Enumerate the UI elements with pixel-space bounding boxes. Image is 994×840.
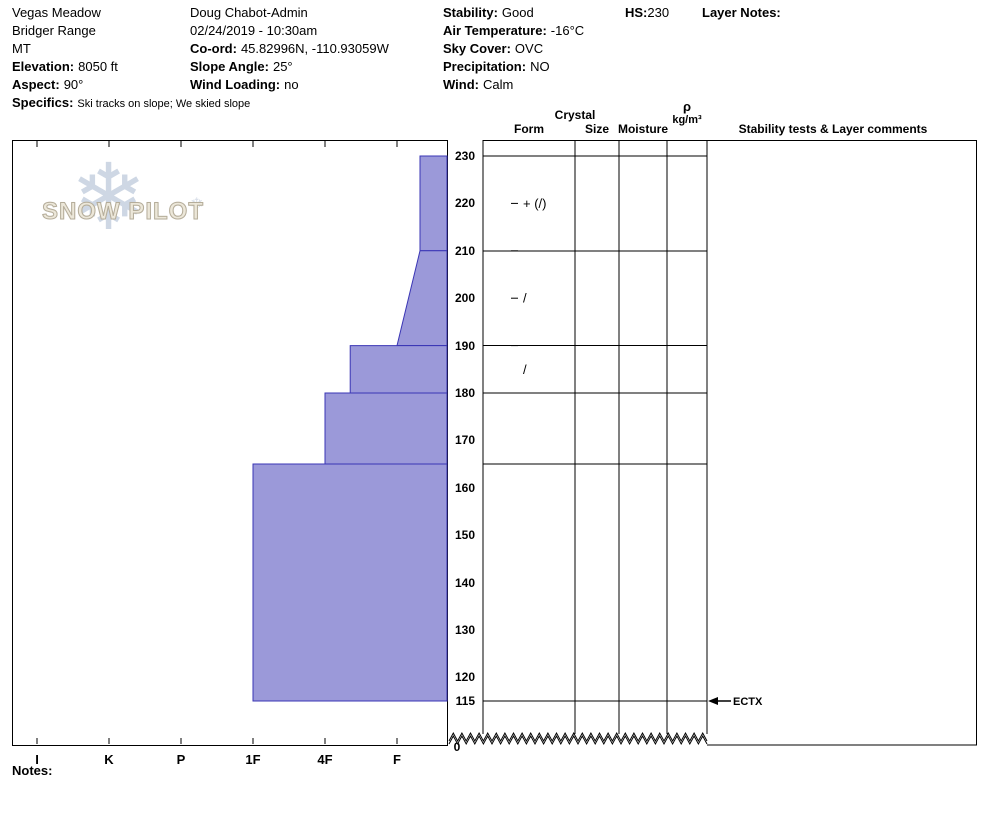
depth-tick-label: 170 — [454, 433, 475, 448]
elevation-line: Elevation: 8050 ft — [12, 59, 118, 74]
mountain-range: Bridger Range — [12, 23, 96, 38]
layer-table-grid: + (/) / / ECTX — [448, 140, 977, 746]
grain-form-symbol: + (/) — [523, 196, 546, 211]
density-symbol-header: ρ — [682, 99, 692, 114]
snow-layer — [324, 392, 448, 465]
precipitation-line: Precipitation: NO — [443, 59, 550, 74]
depth-tick-label: 190 — [454, 338, 475, 353]
observer-name: Doug Chabot-Admin — [190, 5, 308, 20]
snow-layer — [349, 345, 448, 394]
conditions-block: Stability: Good Air Temperature: -16°C Sky… — [443, 4, 584, 94]
depth-tick-label: 130 — [454, 622, 475, 637]
stability-tests-header: Stability tests & Layer comments — [738, 122, 928, 136]
depth-tick-label: 230 — [454, 149, 475, 163]
observation-datetime: 02/24/2019 - 10:30am — [190, 23, 318, 38]
ground-depth-label: 0 — [453, 740, 461, 754]
aspect-line: Aspect: 90° — [12, 77, 84, 92]
stability-line: Stability: Good — [443, 5, 534, 20]
depth-axis-labels: 230 220 210 200 190 180 170 160 150 140 130 120 115 — [447, 140, 477, 760]
depth-tick-label: 140 — [454, 575, 475, 590]
sky-cover-line: Sky Cover: OVC — [443, 41, 544, 56]
depth-tick-label: 180 — [454, 386, 475, 400]
snow-height-line: HS:230 — [625, 5, 670, 20]
site-name: Vegas Meadow — [12, 5, 101, 20]
notes-label: Notes: — [12, 763, 53, 778]
air-temperature-line: Air Temperature: -16°C — [443, 23, 585, 38]
depth-tick-label: 120 — [454, 670, 475, 685]
hardness-axis-labels: I K P 1F 4F F — [12, 752, 448, 770]
hardness-tick-label: 4F — [317, 752, 333, 767]
observer-block: Doug Chabot-Admin 02/24/2019 - 10:30am C… — [190, 4, 389, 94]
snowpilot-watermark: ❄ ❄ SNOW PILOT — [40, 150, 220, 266]
grain-form-symbol: / — [523, 291, 527, 306]
depth-tick-label: 150 — [454, 528, 475, 543]
stability-test-result: ECTX — [733, 696, 763, 708]
hardness-tick-label: F — [393, 752, 401, 767]
hardness-tick-label: K — [104, 752, 114, 767]
watermark-text: SNOW PILOT — [42, 198, 204, 226]
wind-loading-line: Wind Loading: no — [190, 77, 299, 92]
crystal-header: Crystal — [554, 108, 596, 122]
specifics-line: Specifics: Ski tracks on slope; We skied … — [12, 95, 251, 110]
depth-tick-label: 115 — [455, 694, 475, 708]
depth-tick-label: 200 — [454, 291, 475, 306]
slope-angle-line: Slope Angle: 25° — [190, 59, 293, 74]
snowflake-icon: ❄ — [70, 147, 148, 249]
moisture-column-header: Moisture — [617, 122, 668, 136]
snow-layer — [396, 250, 448, 347]
state: MT — [12, 41, 31, 56]
depth-tick-label: 210 — [454, 243, 475, 258]
hardness-tick-label: P — [176, 752, 186, 767]
depth-tick-label: 220 — [454, 196, 475, 211]
density-unit-header: kg/m³ — [672, 114, 702, 126]
depth-tick-label: 160 — [454, 480, 475, 495]
hardness-profile-chart — [12, 140, 448, 746]
snow-layer — [252, 463, 448, 702]
small-snowflake-icon: ❄ — [190, 196, 204, 213]
wind-line: Wind: Calm — [443, 77, 514, 92]
grain-form-symbol: / — [523, 362, 527, 377]
location-block: Vegas Meadow Bridger Range MT Elevation:… — [12, 4, 250, 113]
coordinates-line: Co-ord: 45.82996N, -110.93059W — [190, 41, 389, 56]
size-column-header: Size — [584, 122, 609, 136]
form-column-header: Form — [514, 122, 544, 136]
snow-layer — [419, 155, 448, 252]
hardness-tick-label: 1F — [245, 752, 261, 767]
hardness-tick-label: I — [35, 752, 39, 767]
layer-notes-label: Layer Notes: — [702, 5, 781, 20]
